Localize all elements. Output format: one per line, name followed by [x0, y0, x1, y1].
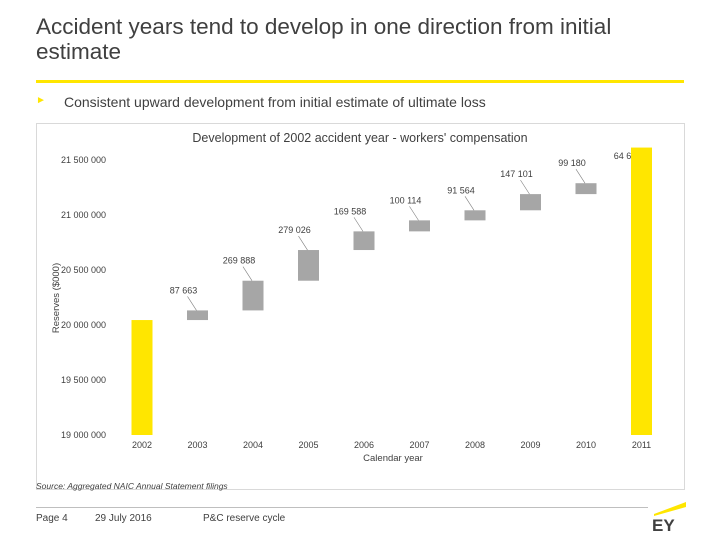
data-label: 147 101 — [500, 169, 533, 179]
development-bar — [187, 310, 208, 321]
x-tick-label: 2006 — [354, 440, 374, 450]
y-axis: 19 000 000 19 500 000 20 000 000 20 500 000… — [61, 155, 106, 440]
ey-logo-beam — [654, 502, 686, 516]
chart-bars: 87 663 269 888 279 026 169 588 100 114 91 564… — [131, 147, 652, 435]
y-tick-label: 20 500 000 — [61, 265, 106, 275]
slide-title: Accident years tend to develop in one di… — [36, 14, 612, 64]
data-label-leader — [242, 266, 253, 281]
data-label-leader — [409, 206, 419, 221]
y-axis-title: Reserves ($000) — [51, 263, 62, 333]
development-bar — [298, 250, 319, 281]
data-label-leader — [353, 217, 364, 232]
footer-divider — [36, 507, 648, 508]
x-tick-label: 2011 — [632, 440, 651, 450]
initial-total-bar — [131, 320, 153, 435]
x-axis-title: Calendar year — [363, 453, 423, 464]
ey-logo: EY — [652, 502, 686, 534]
x-tick-label: 2005 — [298, 440, 318, 450]
development-bar — [353, 231, 375, 251]
x-tick-label: 2002 — [132, 440, 152, 450]
footer-topic: P&C reserve cycle — [203, 513, 286, 524]
data-label-leader — [187, 296, 197, 311]
data-label: 64 670 — [614, 151, 642, 161]
data-label-leader — [575, 169, 586, 184]
y-tick-label: 19 500 000 — [61, 375, 106, 385]
x-tick-label: 2004 — [243, 440, 263, 450]
data-label: 91 564 — [447, 185, 475, 195]
bullet-text: Consistent upward development from initi… — [64, 94, 486, 110]
x-tick-label: 2008 — [465, 440, 485, 450]
y-tick-label: 20 000 000 — [61, 320, 106, 330]
data-label: 100 114 — [390, 195, 422, 205]
x-tick-label: 2003 — [187, 440, 207, 450]
development-bar — [242, 280, 264, 311]
data-label-leader — [464, 196, 475, 211]
x-tick-label: 2007 — [409, 440, 429, 450]
chart-title: Development of 2002 accident year - work… — [192, 131, 527, 145]
development-bar — [409, 220, 430, 232]
data-label: 169 588 — [334, 206, 367, 216]
development-bar — [575, 183, 597, 195]
x-tick-label: 2010 — [576, 440, 596, 450]
development-bar — [464, 210, 486, 221]
data-label-leader — [520, 179, 530, 195]
chart-frame — [36, 123, 685, 490]
source-note: Source: Aggregated NAIC Annual Statement… — [36, 481, 228, 491]
y-tick-label: 19 000 000 — [61, 430, 106, 440]
development-bar — [520, 194, 541, 211]
page-number: Page 4 — [36, 513, 68, 524]
footer-date: 29 July 2016 — [95, 513, 152, 524]
data-label-leader — [298, 235, 308, 251]
y-tick-label: 21 500 000 — [61, 155, 106, 165]
data-label: 99 180 — [558, 158, 586, 168]
final-total-bar — [631, 147, 652, 435]
triangle-bullet-icon: ► — [36, 95, 46, 106]
title-divider — [36, 80, 684, 83]
y-tick-label: 21 000 000 — [61, 210, 106, 220]
x-tick-label: 2009 — [520, 440, 540, 450]
data-label: 87 663 — [170, 285, 198, 295]
data-label: 279 026 — [278, 225, 311, 235]
x-axis: 2002 2003 2004 2005 2006 2007 2008 2009 2010 2011 — [132, 440, 651, 450]
ey-logo-text: EY — [652, 516, 675, 534]
data-label: 269 888 — [223, 256, 256, 266]
